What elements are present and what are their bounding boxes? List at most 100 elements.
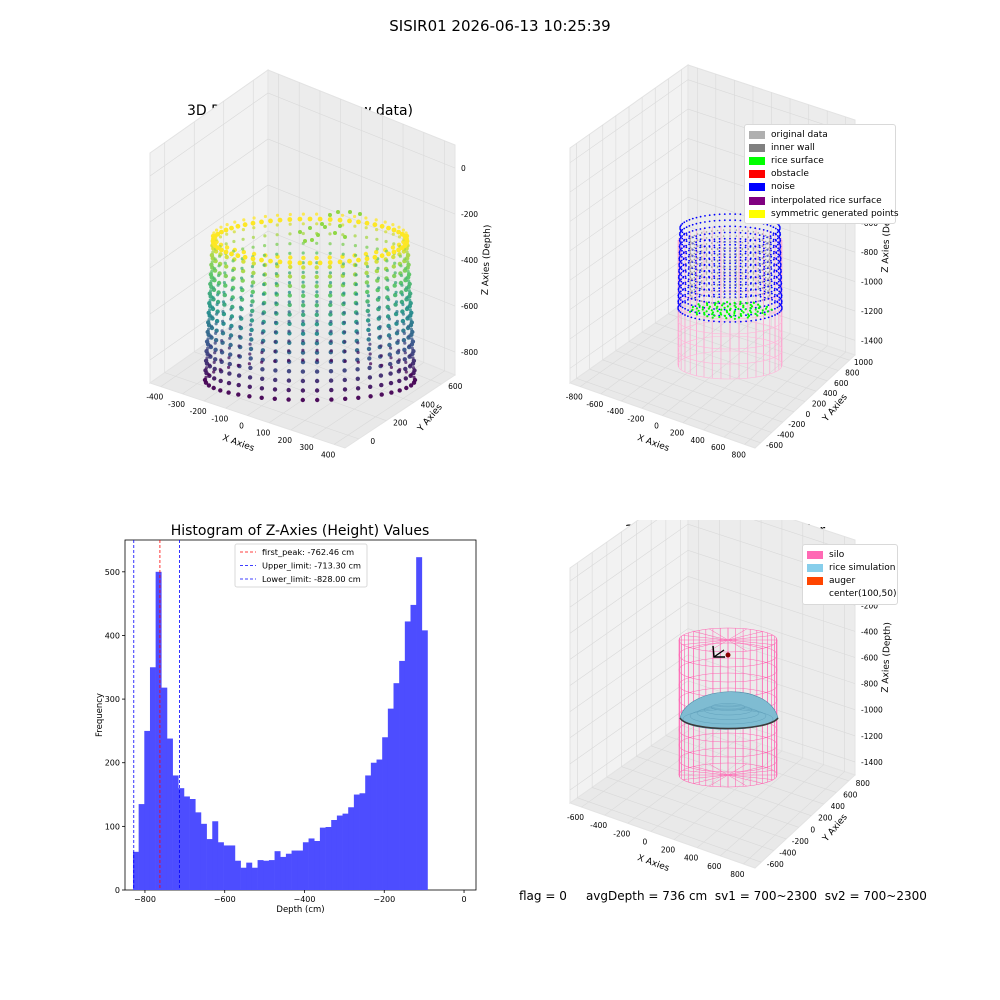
raw-rim-point: [347, 258, 352, 264]
rice-surface-point: [716, 305, 719, 308]
raw-data-point: [328, 378, 334, 383]
noise-point: [699, 250, 702, 253]
noise-point: [687, 280, 690, 283]
noise-point: [677, 308, 680, 311]
inner-wall-point: [700, 294, 703, 296]
rice-surface-point: [728, 313, 731, 316]
inner-wall-point: [747, 272, 749, 274]
noise-point: [755, 295, 757, 297]
noise-point: [739, 281, 742, 283]
silo-spoke: [682, 770, 729, 776]
legend-swatch: [807, 576, 823, 585]
noise-point: [739, 240, 742, 243]
histogram-bar: [200, 823, 207, 890]
raw-data-point: [301, 319, 305, 323]
noise-point: [681, 256, 683, 258]
floor-grid-line: [194, 351, 387, 421]
noise-point: [778, 286, 780, 289]
histogram-bar: [161, 687, 168, 890]
inner-wall-point: [689, 291, 692, 294]
raw-data-point: [355, 302, 359, 306]
legend-entry: symmetric generated points: [749, 207, 899, 220]
raw-data-point: [315, 309, 319, 313]
classify-3d-plot: -800-600-400-2000200400600800-600-400-20…: [566, 64, 893, 459]
noise-point: [698, 295, 701, 298]
noise-point: [729, 274, 731, 277]
y-tick-label: 800: [845, 369, 860, 378]
raw-data-point: [213, 257, 217, 261]
noise-point: [745, 293, 747, 296]
inner-wall-point: [689, 252, 692, 255]
noise-point: [770, 266, 772, 268]
raw-data-point: [355, 312, 359, 316]
raw-data-point: [237, 334, 241, 338]
raw-data-point: [275, 242, 279, 246]
rice-surface-point: [726, 311, 729, 314]
noise-point: [687, 284, 690, 287]
raw-data-point: [377, 305, 382, 309]
noise-point: [780, 299, 783, 302]
inner-wall-point: [705, 271, 708, 273]
x-tick-label: -200: [613, 829, 630, 838]
noise-point: [770, 261, 773, 264]
raw-data-point: [208, 344, 212, 348]
flag-text: flag = 0: [519, 889, 567, 903]
inner-wall-point: [689, 285, 692, 288]
raw-data-point: [366, 327, 371, 333]
histogram-bar: [246, 862, 253, 890]
noise-point: [776, 301, 779, 304]
x-tick-label: −400: [293, 895, 315, 904]
raw-data-point: [314, 369, 320, 374]
raw-data-point: [315, 319, 319, 323]
z-grid-line: [569, 602, 856, 686]
noise-point: [763, 272, 766, 274]
raw-data-point: [236, 382, 241, 388]
raw-data-point: [343, 349, 347, 353]
inner-wall-point: [768, 246, 771, 249]
inner-wall-point: [741, 229, 744, 232]
legend-label: Upper_limit: -713.30 cm: [262, 561, 361, 571]
rice-surface-point: [725, 317, 728, 320]
silo-spoke: [693, 631, 729, 641]
noise-point: [729, 286, 731, 289]
inner-wall-point: [700, 276, 703, 278]
rice-surface-point: [718, 315, 721, 319]
inner-wall-point: [729, 255, 731, 257]
raw-data-point: [262, 253, 266, 257]
noise-point: [680, 268, 683, 271]
raw-data-point: [301, 339, 305, 343]
raw-data-point: [364, 280, 370, 285]
inner-wall-point: [722, 273, 725, 275]
rice-surface-point: [749, 306, 752, 310]
raw-data-point: [356, 395, 361, 400]
raw-data-point: [314, 341, 320, 346]
noise-point: [703, 245, 706, 248]
rice-surface-point: [745, 302, 748, 305]
inner-wall-point: [696, 251, 699, 253]
noise-point: [780, 308, 783, 311]
inner-wall-point: [752, 271, 755, 273]
noise-point: [698, 277, 701, 280]
noise-point: [779, 262, 782, 265]
rice-surface-point: [701, 308, 704, 311]
raw-rim-point: [404, 236, 409, 242]
noise-point: [758, 263, 761, 265]
noise-point: [780, 274, 782, 277]
inner-wall-point: [689, 267, 692, 270]
rice-surface-point: [691, 305, 694, 309]
inner-wall-point: [696, 233, 699, 235]
noise-point: [778, 236, 781, 239]
raw-data-point: [273, 340, 277, 344]
raw-data-point: [366, 337, 371, 342]
noise-point: [708, 220, 711, 223]
noise-point: [749, 226, 752, 229]
noise-point: [770, 268, 773, 270]
inner-wall-point: [757, 288, 760, 290]
noise-point: [708, 313, 710, 316]
noise-point: [713, 213, 716, 216]
inner-wall-point: [757, 270, 760, 272]
raw-data-point: [230, 278, 234, 282]
inner-wall-point: [761, 269, 764, 271]
legend-swatch: [807, 563, 823, 572]
noise-point: [750, 319, 753, 322]
